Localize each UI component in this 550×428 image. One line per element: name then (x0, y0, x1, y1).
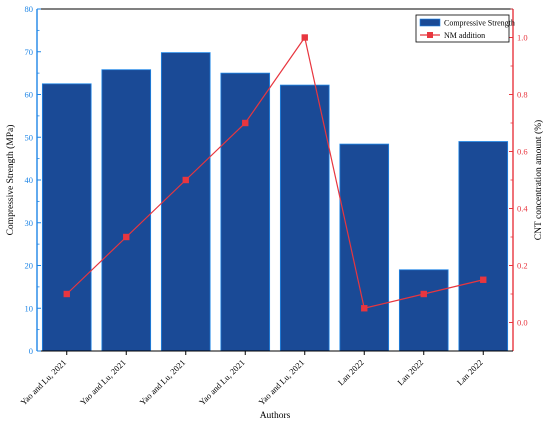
x-axis-title: Authors (260, 411, 291, 421)
bars-layer (41, 52, 509, 352)
y-left-tick-label: 20 (25, 261, 34, 271)
y-left-tick-label: 80 (25, 4, 34, 14)
line-point (123, 233, 130, 241)
line-point (182, 176, 189, 184)
x-tick-label: Yao and Lu, 2021 (18, 357, 68, 407)
legend-label-bar: Compressive Strength (444, 19, 515, 28)
y-left-tick-label: 0 (29, 346, 33, 356)
line-point (420, 290, 427, 298)
line-point (480, 276, 487, 283)
legend-swatch-marker (427, 32, 433, 38)
y-left-tick-label: 10 (25, 303, 34, 313)
y-right-tick-label: 0.4 (517, 204, 528, 214)
y-right-tick-label: 0.0 (517, 318, 528, 328)
x-tick-label: Yao and Lu, 2021 (256, 357, 306, 407)
bar (398, 269, 449, 352)
nm-addition-line (66, 36, 484, 309)
line-point (361, 305, 368, 312)
bar (339, 143, 390, 352)
x-tick-label: Lan 2022 (455, 357, 485, 387)
y-right-tick-label: 0.2 (517, 261, 528, 271)
line-point (301, 34, 308, 41)
x-tick-label: Yao and Lu, 2021 (78, 357, 128, 407)
y-right-tick-label: 1.0 (517, 33, 528, 43)
y-right-tick-label: 0.6 (517, 147, 528, 157)
y-right-tick-label: 0.8 (517, 90, 528, 100)
y-left-tick-label: 70 (25, 47, 34, 57)
x-tick-label: Lan 2022 (336, 357, 366, 387)
bar (160, 52, 211, 352)
x-tick-label: Yao and Lu, 2021 (137, 357, 187, 407)
line-point (63, 290, 70, 298)
bar (101, 69, 152, 352)
bar (220, 72, 271, 352)
bar (279, 84, 330, 352)
x-tick-label: Yao and Lu, 2021 (197, 357, 247, 407)
x-tick-label: Lan 2022 (395, 357, 425, 387)
y-right-axis-title: CNT concentration amount (%) (533, 120, 544, 240)
line-point (242, 119, 249, 127)
y-left-axis-title: Compressive Strength (MPa) (5, 125, 16, 236)
line-layer (63, 34, 487, 312)
legend-label-line: NM addition (444, 31, 485, 40)
y-left-tick-label: 30 (25, 218, 34, 228)
y-left-tick-label: 60 (25, 90, 34, 100)
y-left-tick-label: 50 (25, 132, 34, 142)
y-left-tick-label: 40 (25, 175, 34, 185)
bar (458, 141, 509, 352)
legend: Compressive Strength NM addition (415, 14, 515, 43)
bar (41, 83, 92, 352)
legend-swatch-bar (419, 18, 441, 27)
